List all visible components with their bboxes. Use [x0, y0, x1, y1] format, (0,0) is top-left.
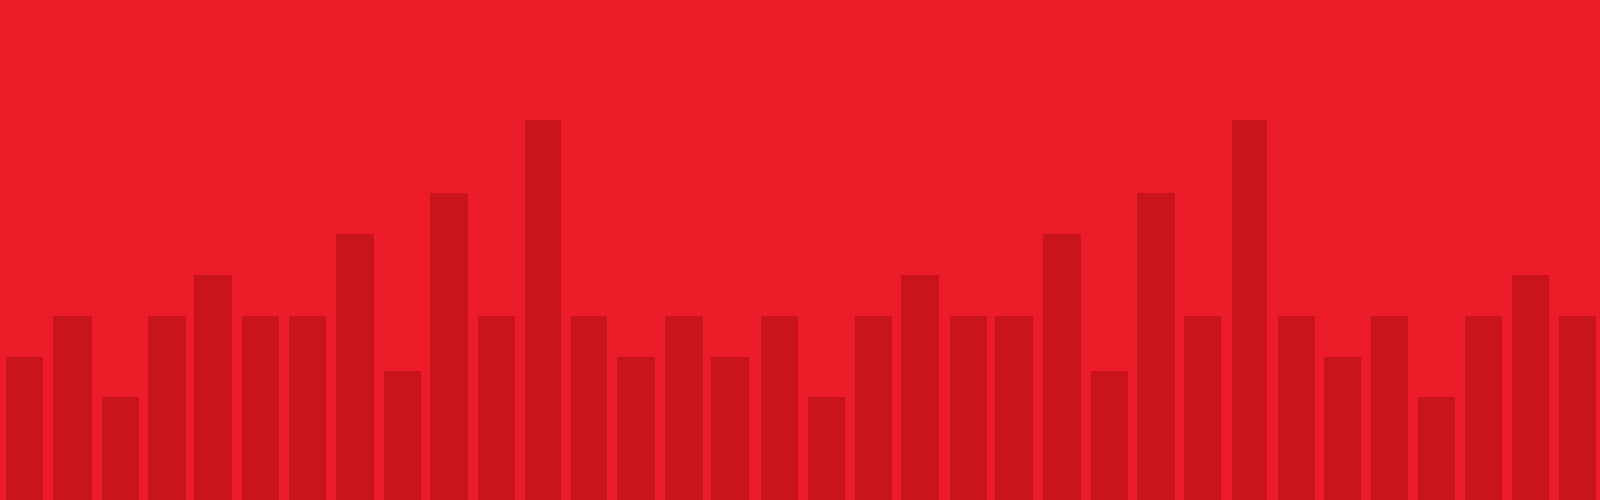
bar	[194, 275, 232, 500]
bar	[430, 193, 468, 500]
bar	[901, 275, 939, 500]
bar	[384, 371, 421, 500]
bar	[1371, 316, 1408, 500]
bar	[1043, 234, 1081, 500]
bar	[525, 120, 561, 500]
bar-pattern	[6, 120, 1596, 500]
bar	[711, 357, 749, 500]
bar	[1278, 316, 1315, 500]
bar	[6, 357, 43, 500]
bar	[808, 397, 845, 500]
bar	[1512, 275, 1549, 500]
bar	[336, 234, 374, 500]
bar	[1418, 397, 1455, 500]
bar	[665, 316, 703, 500]
bar	[1091, 371, 1128, 500]
bar	[242, 316, 279, 500]
bar	[1465, 316, 1502, 500]
bar	[571, 316, 607, 500]
bar	[995, 316, 1033, 500]
bar	[617, 357, 655, 500]
bar	[1184, 316, 1221, 500]
bar	[53, 316, 92, 500]
bar	[1559, 316, 1596, 500]
bar	[289, 316, 326, 500]
bar	[478, 316, 515, 500]
bar	[1137, 193, 1175, 500]
bar	[950, 316, 987, 500]
bar	[855, 316, 892, 500]
bar	[148, 316, 186, 500]
bar	[102, 397, 139, 500]
bar	[1324, 357, 1361, 500]
bar	[1232, 120, 1267, 500]
bar	[761, 316, 798, 500]
